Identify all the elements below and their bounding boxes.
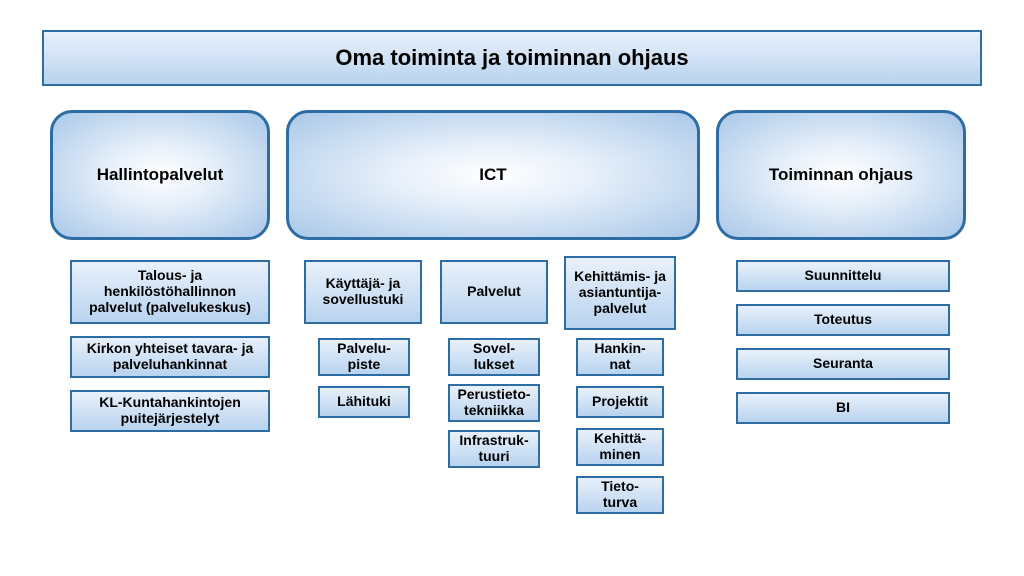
box-label: Projektit [586, 392, 654, 412]
box-label: Palvelu-piste [320, 339, 408, 374]
category-label: ICT [473, 163, 512, 186]
box-kehittaminen: Kehittä-minen [576, 428, 664, 466]
box-bi: BI [736, 392, 950, 424]
box-label: BI [830, 398, 856, 418]
box-label: Palvelut [461, 282, 527, 302]
box-toteutus: Toteutus [736, 304, 950, 336]
box-label: Kehittä-minen [578, 429, 662, 464]
category-label: Hallintopalvelut [91, 163, 230, 186]
box-label: Talous- ja henkilöstöhallinnon palvelut … [72, 266, 268, 317]
box-tietoturva: Tieto-turva [576, 476, 664, 514]
box-label: Kehittämis- ja asiantuntija-palvelut [566, 267, 674, 318]
box-talous-henkilosto: Talous- ja henkilöstöhallinnon palvelut … [70, 260, 270, 324]
category-label: Toiminnan ohjaus [763, 163, 919, 186]
box-kl-kuntahankinnat: KL-Kuntahankintojen puitejärjestelyt [70, 390, 270, 432]
diagram-canvas: Oma toiminta ja toiminnan ohjaus Hallint… [0, 0, 1024, 576]
box-label: Sovel-lukset [450, 339, 538, 374]
title-bar: Oma toiminta ja toiminnan ohjaus [42, 30, 982, 86]
category-toiminnan-ohjaus: Toiminnan ohjaus [716, 110, 966, 240]
box-label: Seuranta [807, 354, 879, 374]
title-label: Oma toiminta ja toiminnan ohjaus [329, 44, 694, 73]
box-palvelupiste: Palvelu-piste [318, 338, 410, 376]
box-label: Kirkon yhteiset tavara- ja palveluhankin… [72, 339, 268, 374]
box-seuranta: Seuranta [736, 348, 950, 380]
box-label: Hankin-nat [578, 339, 662, 374]
box-hankinnat: Hankin-nat [576, 338, 664, 376]
box-suunnittelu: Suunnittelu [736, 260, 950, 292]
box-palvelut: Palvelut [440, 260, 548, 324]
box-kirkon-hankinnat: Kirkon yhteiset tavara- ja palveluhankin… [70, 336, 270, 378]
box-infrastruktuuri: Infrastruk-tuuri [448, 430, 540, 468]
box-label: Infrastruk-tuuri [450, 431, 538, 466]
box-label: Toteutus [808, 310, 878, 330]
box-perustietotekniikka: Perustieto-tekniikka [448, 384, 540, 422]
box-label: Lähituki [331, 392, 397, 412]
box-lahituki: Lähituki [318, 386, 410, 418]
box-kayttaja-sovellustuki: Käyttäjä- ja sovellustuki [304, 260, 422, 324]
category-hallintopalvelut: Hallintopalvelut [50, 110, 270, 240]
box-label: Tieto-turva [578, 477, 662, 512]
box-label: Perustieto-tekniikka [450, 385, 538, 420]
box-label: KL-Kuntahankintojen puitejärjestelyt [72, 393, 268, 428]
box-projektit: Projektit [576, 386, 664, 418]
category-ict: ICT [286, 110, 700, 240]
box-kehittamis-asiantuntija: Kehittämis- ja asiantuntija-palvelut [564, 256, 676, 330]
box-label: Suunnittelu [799, 266, 888, 286]
box-sovellukset: Sovel-lukset [448, 338, 540, 376]
box-label: Käyttäjä- ja sovellustuki [306, 274, 420, 309]
